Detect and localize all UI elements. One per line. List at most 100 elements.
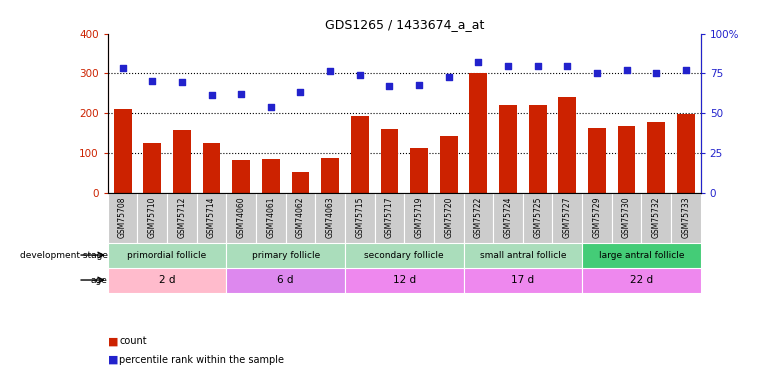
Bar bbox=[226, 193, 256, 243]
Point bbox=[383, 83, 396, 89]
Text: GSM75715: GSM75715 bbox=[355, 196, 364, 238]
Bar bbox=[256, 193, 286, 243]
Bar bbox=[440, 136, 457, 193]
Point bbox=[413, 82, 425, 88]
Bar bbox=[529, 105, 547, 193]
Bar bbox=[262, 159, 280, 193]
Text: GSM75722: GSM75722 bbox=[474, 196, 483, 238]
Text: GSM75720: GSM75720 bbox=[444, 196, 454, 238]
Bar bbox=[114, 109, 132, 193]
Bar bbox=[138, 193, 167, 243]
Text: development stage: development stage bbox=[20, 251, 108, 260]
Text: 22 d: 22 d bbox=[630, 275, 653, 285]
Point bbox=[265, 104, 277, 110]
Point bbox=[206, 92, 218, 98]
Point bbox=[591, 70, 603, 76]
Bar bbox=[321, 158, 339, 193]
Bar bbox=[167, 193, 197, 243]
Point bbox=[502, 63, 514, 69]
Bar bbox=[671, 193, 701, 243]
Bar bbox=[582, 267, 701, 292]
Bar bbox=[351, 116, 369, 193]
Text: primary follicle: primary follicle bbox=[252, 251, 320, 260]
Text: GSM75732: GSM75732 bbox=[651, 196, 661, 238]
Bar bbox=[233, 160, 250, 193]
Text: GSM75727: GSM75727 bbox=[563, 196, 572, 238]
Bar bbox=[226, 267, 345, 292]
Bar bbox=[588, 128, 606, 193]
Text: GSM74060: GSM74060 bbox=[236, 196, 246, 238]
Text: GSM75725: GSM75725 bbox=[533, 196, 542, 238]
Bar bbox=[553, 193, 582, 243]
Text: GSM75708: GSM75708 bbox=[118, 196, 127, 238]
Text: count: count bbox=[119, 336, 147, 346]
Bar bbox=[143, 143, 161, 193]
Text: percentile rank within the sample: percentile rank within the sample bbox=[119, 355, 284, 365]
Text: GSM74061: GSM74061 bbox=[266, 196, 276, 238]
Bar bbox=[677, 114, 695, 193]
Bar bbox=[618, 126, 635, 193]
Bar bbox=[292, 172, 310, 193]
Point bbox=[621, 67, 633, 73]
Bar bbox=[470, 74, 487, 193]
Point bbox=[324, 69, 336, 75]
Bar bbox=[345, 243, 464, 267]
Bar bbox=[375, 193, 404, 243]
Point bbox=[176, 79, 188, 85]
Text: small antral follicle: small antral follicle bbox=[480, 251, 566, 260]
Bar bbox=[197, 193, 226, 243]
Text: 12 d: 12 d bbox=[393, 275, 416, 285]
Bar bbox=[173, 130, 191, 193]
Bar bbox=[404, 193, 434, 243]
Text: 17 d: 17 d bbox=[511, 275, 534, 285]
Bar bbox=[345, 193, 375, 243]
Text: GSM75712: GSM75712 bbox=[177, 196, 186, 238]
Point bbox=[561, 63, 574, 69]
Text: 6 d: 6 d bbox=[277, 275, 294, 285]
Bar bbox=[345, 267, 464, 292]
Point bbox=[116, 64, 129, 70]
Bar bbox=[648, 122, 665, 193]
Text: GSM75729: GSM75729 bbox=[592, 196, 601, 238]
Text: primordial follicle: primordial follicle bbox=[128, 251, 206, 260]
Bar bbox=[641, 193, 671, 243]
Bar bbox=[108, 267, 226, 292]
Text: GSM75710: GSM75710 bbox=[148, 196, 157, 238]
Bar bbox=[316, 193, 345, 243]
Bar bbox=[380, 129, 398, 193]
Bar bbox=[494, 193, 523, 243]
Bar bbox=[612, 193, 641, 243]
Text: GSM74062: GSM74062 bbox=[296, 196, 305, 238]
Text: GSM75714: GSM75714 bbox=[207, 196, 216, 238]
Text: GSM75719: GSM75719 bbox=[414, 196, 424, 238]
Text: large antral follicle: large antral follicle bbox=[598, 251, 685, 260]
Point bbox=[650, 70, 662, 76]
Bar bbox=[523, 193, 553, 243]
Bar bbox=[582, 193, 612, 243]
Point bbox=[531, 63, 544, 69]
Bar bbox=[226, 243, 345, 267]
Bar bbox=[108, 193, 138, 243]
Text: age: age bbox=[91, 276, 108, 285]
Point bbox=[443, 75, 455, 81]
Bar bbox=[464, 243, 582, 267]
Point bbox=[146, 78, 159, 84]
Text: GSM75730: GSM75730 bbox=[622, 196, 631, 238]
Bar bbox=[499, 105, 517, 193]
Title: GDS1265 / 1433674_a_at: GDS1265 / 1433674_a_at bbox=[325, 18, 484, 31]
Text: ■: ■ bbox=[108, 355, 119, 365]
Bar bbox=[464, 193, 494, 243]
Point bbox=[235, 91, 247, 97]
Point bbox=[680, 67, 692, 73]
Bar bbox=[434, 193, 464, 243]
Text: 2 d: 2 d bbox=[159, 275, 176, 285]
Text: ■: ■ bbox=[108, 336, 119, 346]
Bar bbox=[286, 193, 316, 243]
Point bbox=[294, 89, 306, 95]
Bar bbox=[108, 243, 226, 267]
Text: GSM75733: GSM75733 bbox=[681, 196, 691, 238]
Bar bbox=[464, 267, 582, 292]
Bar bbox=[410, 148, 428, 193]
Bar bbox=[203, 143, 220, 193]
Text: GSM75717: GSM75717 bbox=[385, 196, 394, 238]
